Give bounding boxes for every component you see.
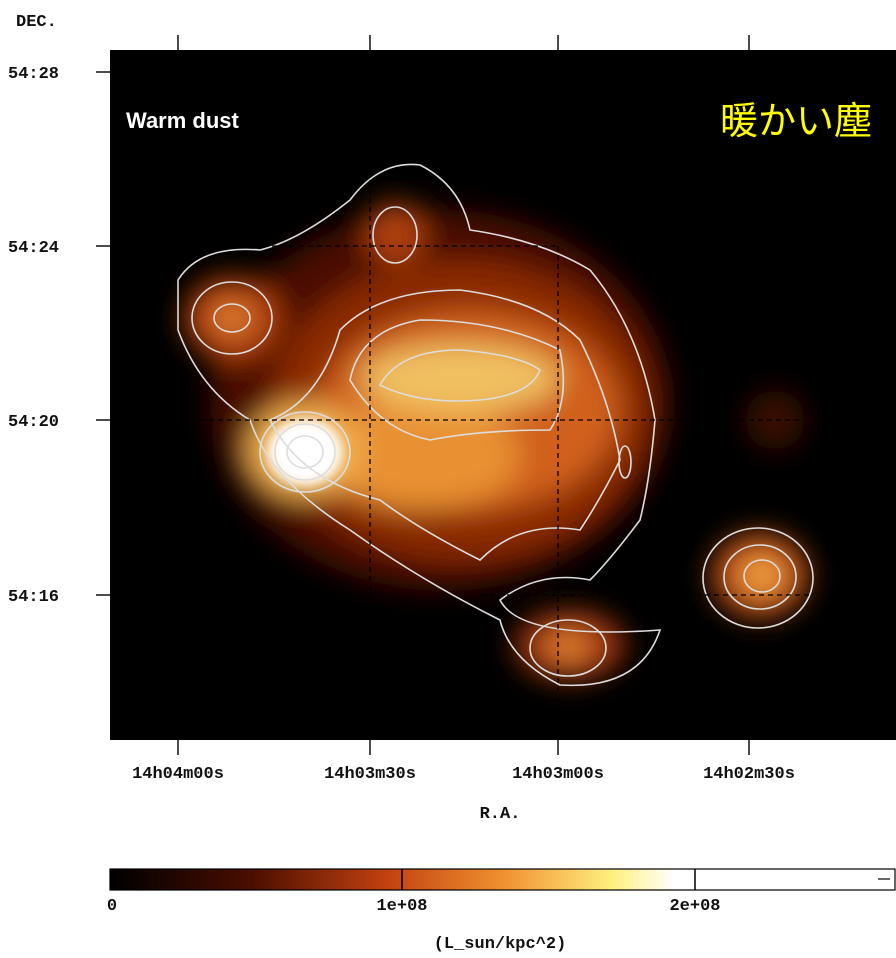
- y-tick-label: 54:16: [8, 588, 59, 607]
- figure: DEC. 54:28 54:24 54:20 54:16 14h04m00s 1…: [0, 0, 896, 958]
- colorbar-unit: (L_sun/kpc^2): [434, 935, 567, 954]
- x-tick-label: 14h04m00s: [132, 765, 224, 784]
- x-axis-label: R.A.: [480, 805, 521, 824]
- blob: [365, 202, 425, 262]
- bright-core: [267, 418, 343, 486]
- colorbar: [110, 869, 895, 890]
- colorbar-tick-label: 1e+08: [376, 897, 427, 916]
- colorbar-tick-label: 2e+08: [669, 897, 720, 916]
- title: 暖かい塵: [720, 99, 872, 143]
- blob: [212, 302, 252, 334]
- panel-label: Warm dust: [126, 108, 240, 133]
- y-tick-label: 54:28: [8, 65, 59, 84]
- y-tick-label: 54:20: [8, 413, 59, 432]
- blob: [360, 343, 560, 413]
- x-tick-label: 14h02m30s: [703, 765, 795, 784]
- y-tick-label: 54:24: [8, 239, 59, 258]
- blob: [740, 555, 784, 595]
- y-axis-label: DEC.: [16, 13, 57, 32]
- x-tick-label: 14h03m00s: [512, 765, 604, 784]
- colorbar-tick-label: 0: [107, 897, 117, 916]
- blob: [546, 631, 590, 663]
- x-tick-label: 14h03m30s: [324, 765, 416, 784]
